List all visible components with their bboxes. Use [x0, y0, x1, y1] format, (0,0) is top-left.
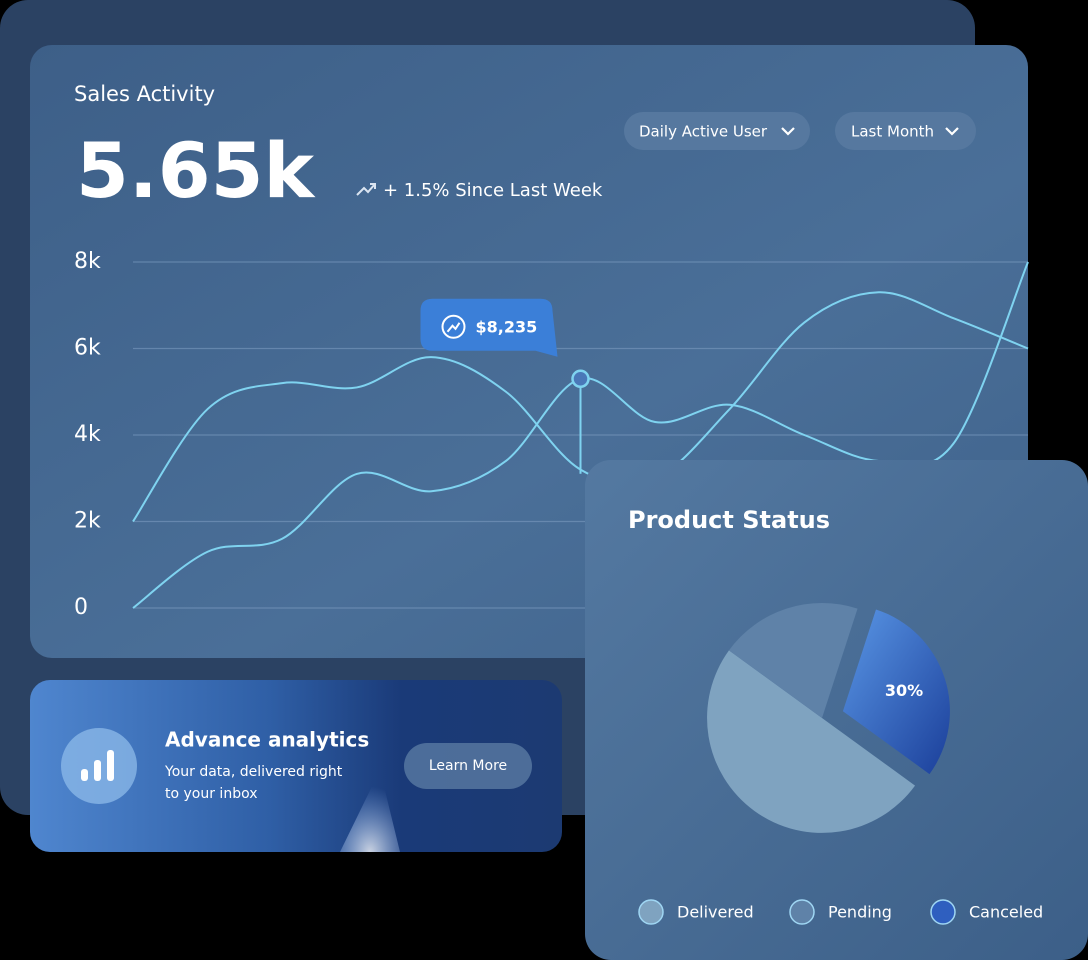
tooltip-icon — [446, 322, 461, 333]
promo-text: to your inbox — [165, 786, 258, 802]
y-tick-label: 4k — [74, 422, 101, 447]
chevron — [781, 127, 795, 136]
change-text: + 1.5% Since Last Week — [383, 180, 603, 201]
dropdown-label[interactable]: Daily Active User — [639, 123, 768, 141]
legend-marker — [638, 899, 664, 925]
tooltip-label: $8,235 — [476, 317, 538, 336]
focus-point — [571, 369, 590, 389]
button-label[interactable]: Learn More — [429, 758, 507, 774]
dropdown-bg[interactable] — [624, 112, 810, 150]
slice-label: 30% — [885, 681, 923, 700]
pie-slice — [842, 609, 950, 775]
button-bg[interactable] — [404, 743, 532, 789]
y-tick-label: 8k — [74, 249, 101, 274]
filter-dropdown[interactable]: Last Month — [835, 112, 976, 150]
pie-slice — [728, 603, 858, 718]
dropdown-label[interactable]: Last Month — [851, 123, 934, 141]
pie-slice — [707, 650, 916, 833]
light-beam — [340, 770, 400, 852]
pie-chart: 30% Delivered Pending Canceled — [638, 603, 1043, 925]
card-bg — [585, 460, 1088, 960]
promo-bg — [30, 680, 562, 852]
product-status-card: Product Status 30% Delivered Pending Cancel… — [585, 460, 1088, 960]
legend-marker — [789, 899, 815, 925]
card-title: Product Status — [628, 506, 830, 534]
filter-dropdown[interactable]: Daily Active User — [624, 112, 810, 150]
tooltip-icon — [441, 314, 466, 339]
tooltip — [420, 298, 558, 357]
promo-title: Advance analytics — [165, 728, 369, 752]
metric: 5.65k — [76, 126, 316, 215]
legend-label: Pending — [828, 903, 892, 922]
promo-text: Your data, delivered right — [164, 764, 343, 780]
y-tick-label: 6k — [74, 336, 101, 361]
dropdown-bg[interactable] — [835, 112, 976, 150]
line-chart: 0 2k 4k 6k 8k $8,235 — [74, 249, 1029, 620]
chevron — [945, 127, 959, 136]
icon-bar — [107, 750, 114, 781]
promo-card: Advance analytics Your data, delivered r… — [30, 680, 562, 852]
y-tick-label: 0 — [74, 595, 88, 620]
icon-bar — [94, 760, 101, 781]
trend-icon — [356, 183, 376, 196]
learn-more-button[interactable]: Learn More — [404, 743, 532, 789]
y-tick-label: 2k — [74, 509, 101, 534]
card-title: Sales Activity — [74, 82, 215, 106]
legend-label: Canceled — [969, 903, 1043, 922]
icon-bar — [81, 769, 88, 781]
legend-marker — [930, 899, 956, 925]
legend-label: Delivered — [677, 903, 754, 922]
